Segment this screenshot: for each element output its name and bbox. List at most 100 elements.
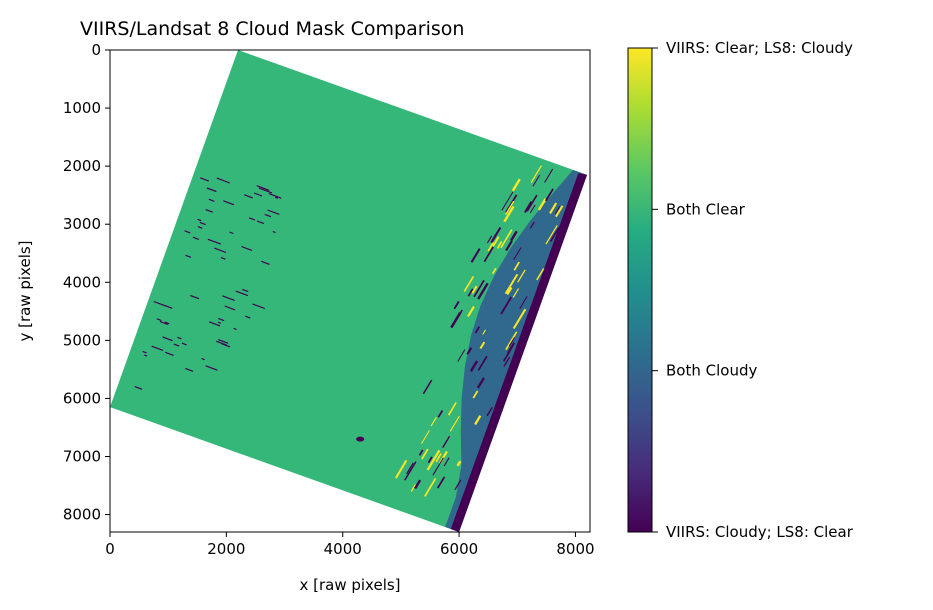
mask-speckle — [268, 193, 282, 199]
mask-speckle — [197, 226, 203, 229]
mask-streak — [471, 285, 478, 294]
y-tick-label: 2000 — [63, 157, 101, 175]
mask-speckle — [185, 254, 192, 258]
mask-streak — [424, 478, 437, 497]
x-tick-label: 0 — [105, 540, 115, 558]
mask-streak — [479, 341, 486, 350]
mask-streak — [526, 194, 538, 212]
colorbar-gradient — [628, 48, 652, 532]
mask-speckle — [241, 245, 253, 251]
mask-streak — [443, 457, 450, 467]
mask-speckle — [151, 345, 164, 351]
mask-streak — [506, 287, 513, 295]
mask-streak — [447, 402, 457, 416]
mask-streak — [421, 430, 430, 444]
y-tick-label: 3000 — [63, 215, 101, 233]
mask-speckle — [159, 320, 169, 325]
mask-speckle — [229, 231, 234, 235]
mask-streak — [490, 226, 502, 244]
x-tick-label: 8000 — [556, 540, 594, 558]
mask-speckle — [235, 290, 249, 297]
mask-streak — [554, 206, 561, 215]
y-tick-label: 8000 — [63, 506, 101, 524]
colorbar-ticks: VIIRS: Clear; LS8: Cloudy Both Clear Both … — [652, 39, 854, 541]
mask-streak — [453, 300, 460, 310]
mask-streak — [470, 248, 481, 263]
mask-speckle — [242, 288, 249, 293]
mask-streak — [549, 202, 558, 214]
mask-streak — [503, 356, 511, 367]
mask-speckle — [208, 321, 221, 327]
mask-streak — [486, 407, 493, 417]
mask-streak — [454, 479, 462, 491]
mask-speckle — [181, 342, 187, 346]
mask-speckle — [217, 321, 222, 324]
mask-speckle — [165, 351, 174, 356]
mask-streak — [467, 288, 474, 297]
mask-streak — [501, 191, 514, 211]
mask-streak — [476, 377, 485, 389]
mask-streak — [430, 416, 437, 427]
mask-streak — [435, 453, 442, 463]
mask-speckle — [214, 247, 227, 254]
plot-area — [109, 49, 591, 533]
cloud-mask-image — [110, 50, 588, 532]
mask-speckle — [177, 336, 182, 340]
mask-speckle — [185, 367, 194, 372]
x-axis-label: x [raw pixels] — [299, 576, 400, 594]
mask-speckle — [217, 339, 229, 344]
mask-streak — [472, 390, 479, 399]
mask-streak — [457, 309, 463, 317]
mask-streak — [500, 229, 513, 249]
plot-frame — [109, 49, 591, 533]
mask-streak — [519, 296, 528, 310]
mask-streak — [436, 476, 446, 489]
mask-speckle — [206, 187, 217, 193]
mask-speckle — [153, 300, 167, 307]
mask-streak — [545, 188, 554, 202]
mask-streak — [414, 479, 422, 490]
mask-streak — [536, 268, 545, 281]
mask-streak — [467, 306, 475, 317]
mask-streak — [491, 267, 497, 275]
colorbar-frame — [627, 47, 653, 533]
mask-speckle — [162, 336, 173, 342]
y-axis-label: y [raw pixels] — [16, 240, 34, 341]
mask-streak — [474, 326, 481, 334]
mask-streak — [512, 288, 520, 298]
mask-streak — [394, 459, 408, 479]
y-tick-label: 1000 — [63, 99, 101, 117]
mask-speckle — [267, 209, 280, 215]
colorbar-tick-label: Both Cloudy — [666, 362, 757, 380]
mask-streak — [545, 225, 558, 245]
mask-streak — [422, 379, 433, 395]
mask-speckle — [216, 177, 231, 184]
mask-speckle — [208, 198, 215, 202]
mask-speckle — [272, 230, 276, 234]
mask-streak — [466, 347, 473, 355]
mask-streak — [555, 205, 564, 218]
mask-speckle — [256, 220, 265, 225]
mask-streak — [508, 337, 515, 347]
mask-streak — [530, 165, 542, 184]
mask-speckle — [173, 343, 180, 347]
mask-speckle — [220, 257, 226, 260]
mask-streak — [432, 457, 444, 476]
mask-speckle — [199, 221, 206, 226]
mask-speckle — [192, 236, 200, 240]
mask-streak — [477, 282, 489, 300]
mask-streak — [477, 355, 488, 371]
chart-title: VIIRS/Landsat 8 Cloud Mask Comparison — [80, 18, 464, 40]
mask-streak — [510, 230, 518, 242]
mask-speckle — [221, 343, 231, 348]
mask-speckle — [223, 200, 235, 206]
mask-streak — [517, 269, 526, 283]
x-axis: 0 2000 4000 6000 8000 — [105, 532, 595, 558]
mask-speckle — [274, 196, 279, 199]
mask-speckle — [258, 187, 273, 194]
mask-streak — [474, 415, 482, 426]
mask-speckle — [197, 218, 202, 222]
colorbar-tick-label: Both Clear — [666, 200, 746, 218]
mask-streak — [513, 261, 520, 271]
mask-streak — [513, 247, 522, 261]
